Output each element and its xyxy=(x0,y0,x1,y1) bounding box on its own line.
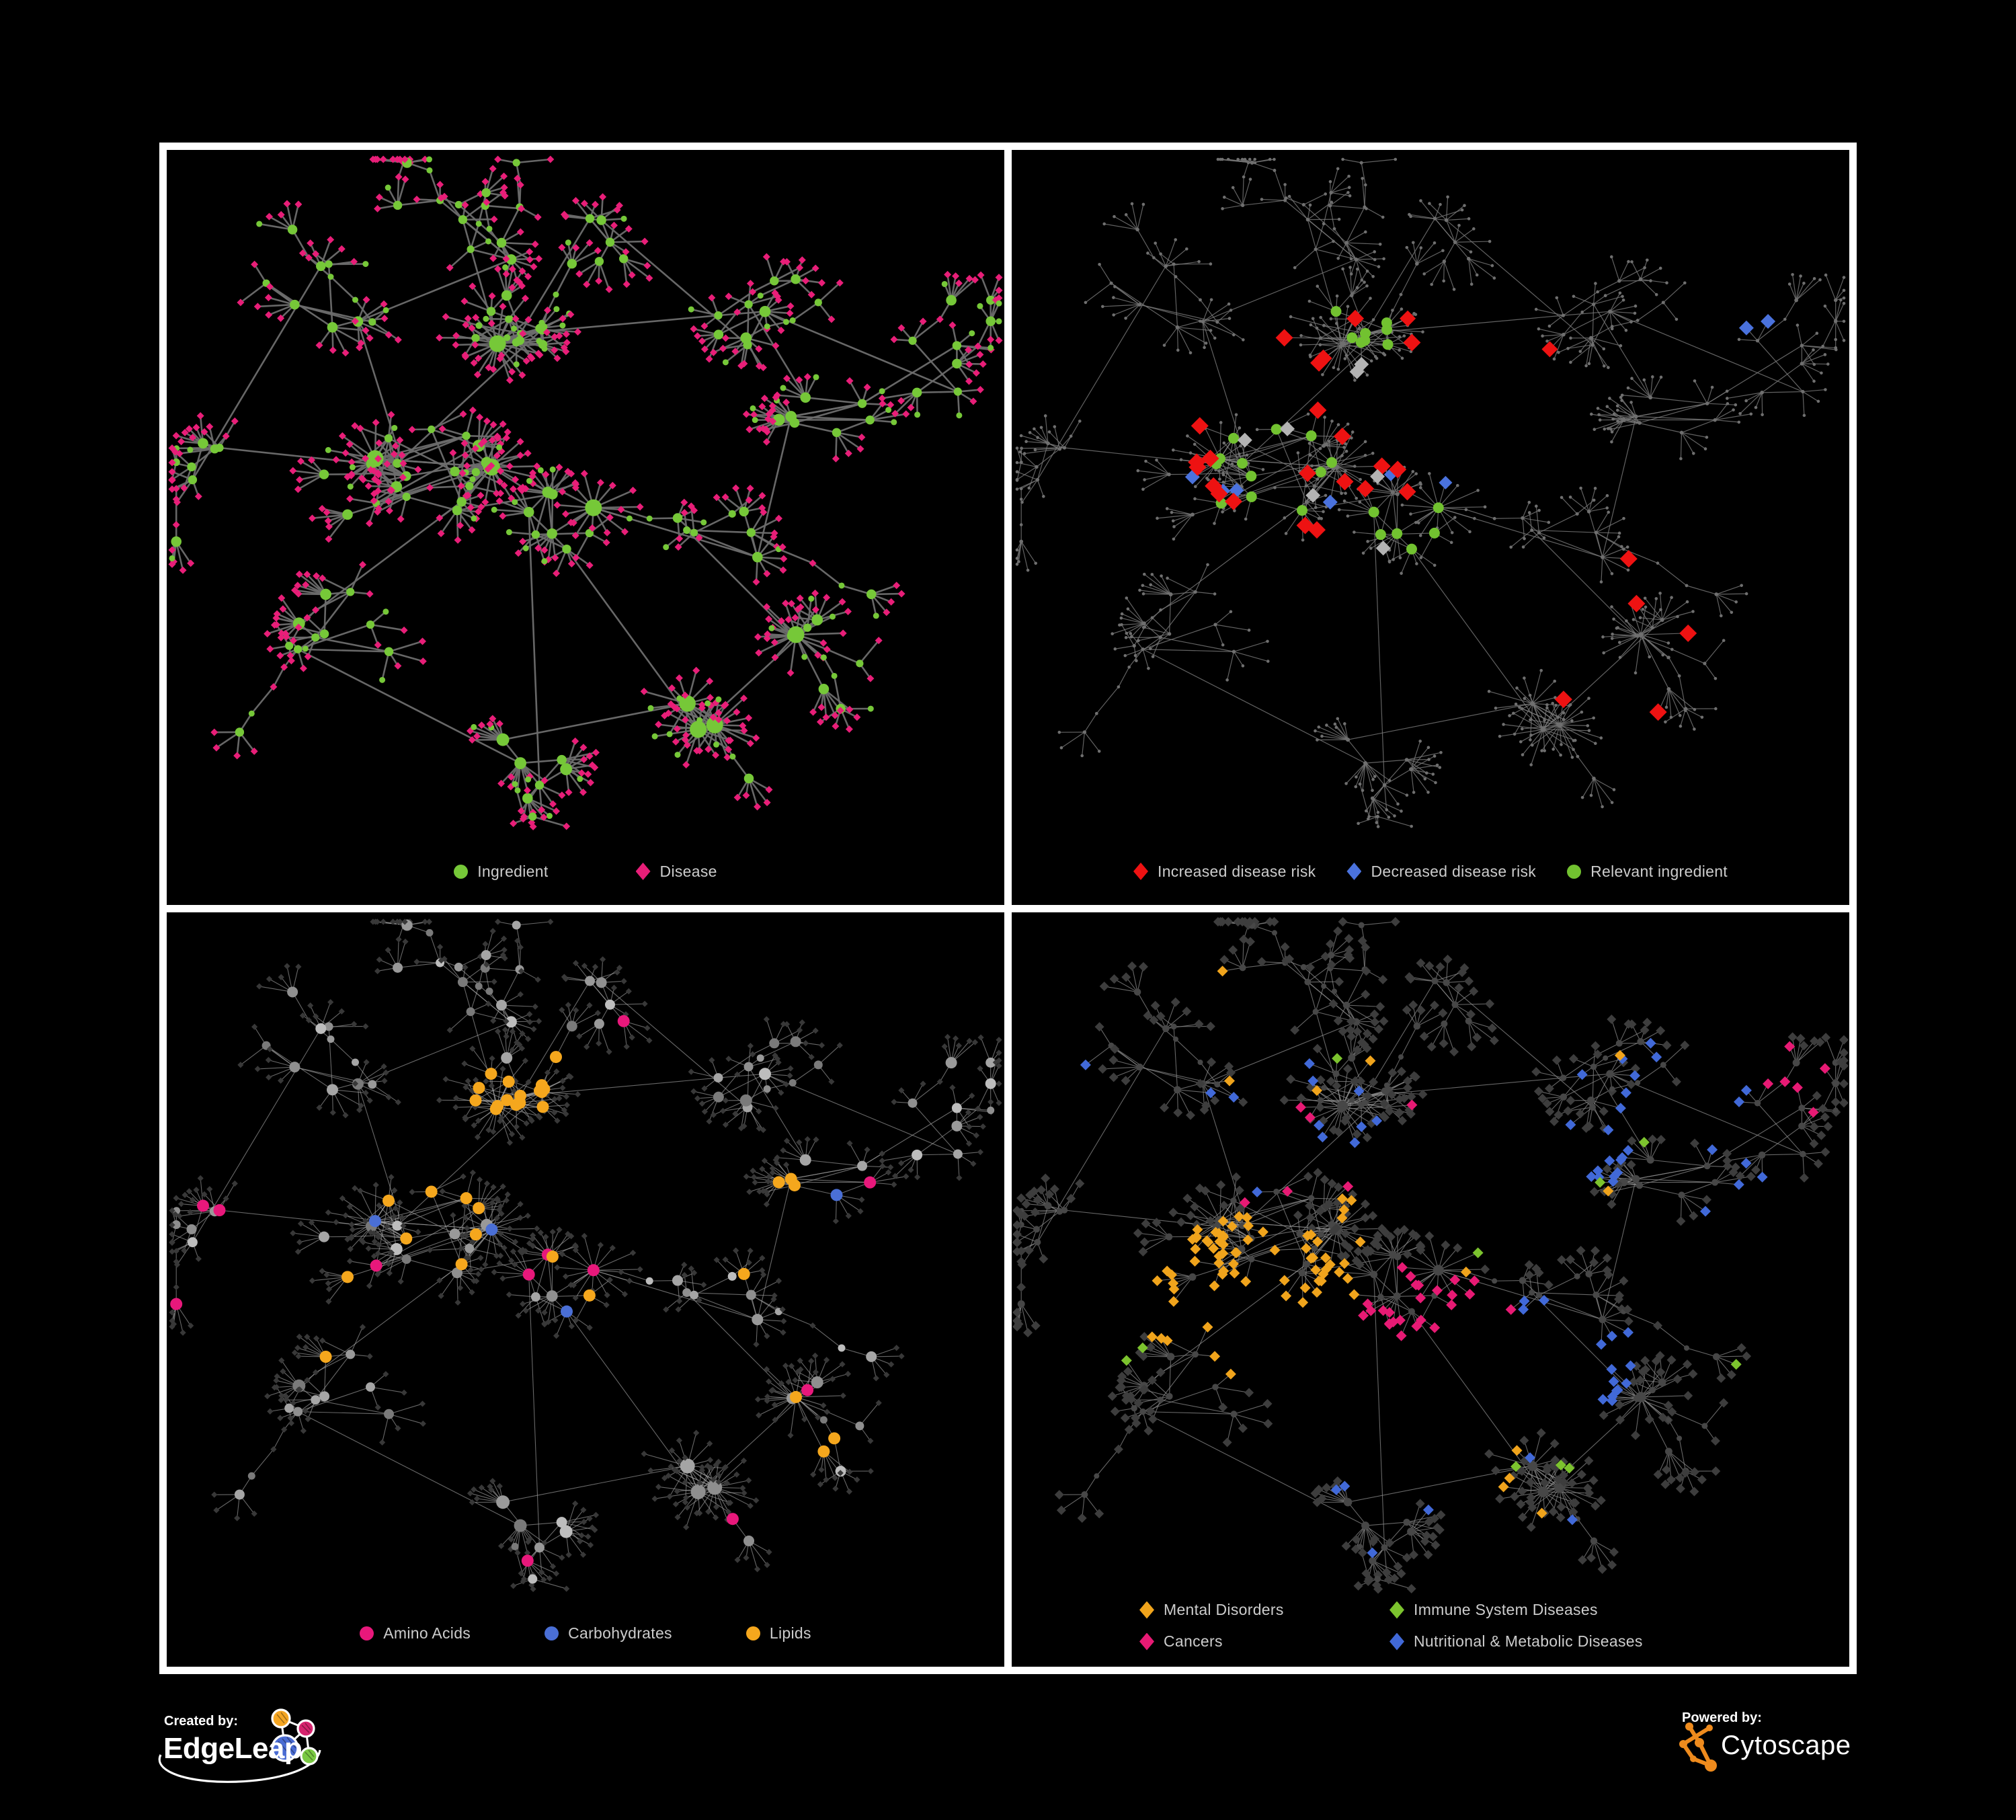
legend-item: Ingredient xyxy=(454,863,548,881)
cancers-marker-icon xyxy=(1139,1632,1154,1651)
nutritional-metabolic-marker-icon xyxy=(1389,1632,1404,1651)
legend-label: Disease xyxy=(659,862,717,880)
legend-item: Disease xyxy=(635,862,717,881)
legend-ingredients-diseases: Ingredient Disease xyxy=(167,863,1004,881)
legend-label: Lipids xyxy=(769,1624,811,1642)
legend-nutrient-classes: Amino Acids Carbohydrates Lipids xyxy=(167,1624,1004,1643)
legend-item: Decreased disease risk xyxy=(1346,863,1536,881)
carbohydrates-marker-icon xyxy=(545,1626,559,1640)
legend-label: Carbohydrates xyxy=(568,1624,672,1642)
panel-nutrient-classes: Amino Acids Carbohydrates Lipids xyxy=(167,912,1004,1667)
relevant-ingredient-marker-icon xyxy=(1567,864,1582,879)
panel-disease-categories: Mental Disorders Immune System Diseases … xyxy=(1012,912,1849,1667)
amino-acids-marker-icon xyxy=(360,1626,374,1640)
legend-item: Nutritional & Metabolic Diseases xyxy=(1389,1632,1643,1651)
legend-item: Immune System Diseases xyxy=(1389,1601,1643,1619)
network-canvas-disease-risk xyxy=(1015,157,1846,828)
lipids-marker-icon xyxy=(745,1626,760,1640)
immune-diseases-marker-icon xyxy=(1389,1601,1404,1619)
cytoscape-logo-icon xyxy=(1679,1723,1717,1772)
legend-item: Increased disease risk xyxy=(1133,863,1316,881)
legend-disease-risk: Increased disease risk Decreased disease… xyxy=(1012,863,1849,881)
legend-label: Immune System Diseases xyxy=(1414,1601,1598,1618)
disease-marker-icon xyxy=(635,863,651,880)
ingredient-marker-icon xyxy=(454,864,469,879)
created-by-label: Created by: xyxy=(164,1714,239,1729)
cytoscape-brand: Cytoscape xyxy=(1721,1731,1851,1760)
panel-ingredients-diseases: Ingredient Disease xyxy=(167,150,1004,905)
legend-label: Decreased disease risk xyxy=(1371,862,1537,880)
powered-by-label: Powered by: xyxy=(1682,1710,1762,1725)
legend-item: Carbohydrates xyxy=(545,1624,672,1643)
legend-label: Amino Acids xyxy=(383,1624,471,1642)
panel-disease-risk: Increased disease risk Decreased disease… xyxy=(1012,150,1849,905)
legend-label: Increased disease risk xyxy=(1158,862,1316,880)
edgeleap-brand: EdgeLeap xyxy=(163,1732,303,1765)
legend-label: Relevant ingredient xyxy=(1590,862,1728,880)
edgeleap-logo-icon xyxy=(158,1708,321,1783)
network-canvas-ingredients-diseases xyxy=(168,155,1003,830)
legend-label: Cancers xyxy=(1164,1632,1223,1650)
legend-label: Mental Disorders xyxy=(1164,1601,1284,1618)
legend-item: Mental Disorders xyxy=(1139,1601,1389,1619)
increased-risk-marker-icon xyxy=(1133,863,1148,880)
legend-item: Cancers xyxy=(1139,1632,1389,1651)
legend-label: Nutritional & Metabolic Diseases xyxy=(1414,1632,1643,1650)
legend-label: Ingredient xyxy=(477,862,549,880)
legend-disease-categories: Mental Disorders Immune System Diseases … xyxy=(1139,1601,1643,1651)
legend-item: Amino Acids xyxy=(360,1624,471,1643)
network-canvas-disease-categories xyxy=(1012,916,1849,1593)
legend-item: Relevant ingredient xyxy=(1567,863,1728,881)
network-canvas-nutrient-classes xyxy=(169,918,1002,1592)
legend-item: Lipids xyxy=(745,1624,811,1643)
panel-grid: Ingredient Disease Increased disease ris… xyxy=(159,143,1857,1674)
mental-disorders-marker-icon xyxy=(1139,1601,1154,1619)
decreased-risk-marker-icon xyxy=(1346,863,1362,880)
